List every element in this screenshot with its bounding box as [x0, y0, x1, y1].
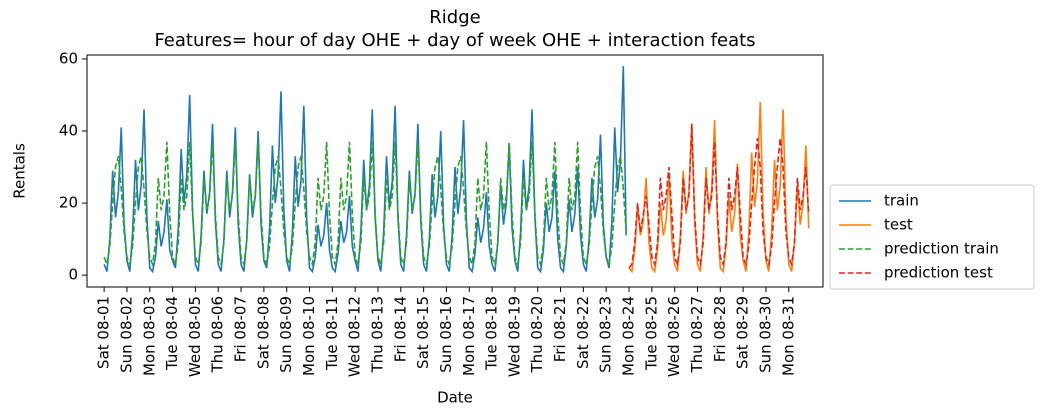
x-tick-label: Thu 08-27 [688, 296, 706, 374]
x-tick-label: Fri 08-28 [711, 296, 729, 362]
series-line [628, 123, 810, 269]
x-tick-label: Wed 08-05 [186, 296, 204, 377]
legend-label: test [884, 216, 913, 234]
chart-title: Ridge [429, 7, 480, 28]
x-tick-label: Wed 08-12 [346, 296, 364, 377]
legend-label: prediction train [884, 240, 999, 258]
x-tick-label: Wed 08-19 [505, 296, 523, 377]
legend-label: train [884, 192, 919, 210]
x-tick-label: Thu 08-13 [368, 296, 386, 374]
x-tick-label: Sat 08-01 [95, 296, 113, 369]
y-tick-label: 0 [68, 266, 78, 284]
x-tick-label: Fri 08-07 [232, 296, 250, 362]
x-tick-label: Sat 08-29 [734, 296, 752, 369]
x-tick-label: Mon 08-31 [779, 296, 797, 376]
x-tick-label: Mon 08-17 [460, 296, 478, 376]
legend-box [829, 184, 1035, 290]
x-tick-label: Sun 08-09 [277, 296, 295, 373]
x-tick-label: Mon 08-24 [620, 296, 638, 376]
x-tick-label: Tue 08-18 [483, 296, 501, 371]
x-tick-label: Tue 08-04 [163, 296, 181, 371]
x-tick-label: Wed 08-26 [665, 296, 683, 377]
series-line [103, 141, 627, 268]
x-tick-label: Thu 08-20 [528, 296, 546, 374]
x-tick-label: Sun 08-23 [597, 296, 615, 373]
x-tick-label: Sat 08-22 [574, 296, 592, 369]
x-tick-label: Fri 08-14 [391, 296, 409, 362]
legend-label: prediction test [884, 264, 993, 282]
y-axis-label: Rentals [11, 143, 29, 199]
x-tick-label: Fri 08-21 [551, 296, 569, 362]
x-axis-label: Date [437, 389, 473, 407]
y-tick-label: 60 [59, 49, 78, 67]
x-tick-label: Mon 08-10 [300, 296, 318, 376]
x-tick-label: Thu 08-06 [209, 296, 227, 374]
x-tick-label: Mon 08-03 [140, 296, 158, 376]
y-tick-label: 20 [59, 194, 78, 212]
chart-subtitle: Features= hour of day OHE + day of week … [154, 30, 755, 51]
series-line [103, 66, 627, 274]
series-line [628, 102, 810, 274]
x-tick-label: Tue 08-11 [323, 296, 341, 371]
plot-frame [86, 54, 824, 288]
x-tick-label: Sat 08-15 [414, 296, 432, 369]
x-tick-label: Sat 08-08 [254, 296, 272, 369]
y-tick-label: 40 [59, 122, 78, 140]
x-tick-label: Sun 08-16 [437, 296, 455, 373]
x-tick-label: Tue 08-25 [642, 296, 660, 371]
x-tick-label: Sun 08-30 [756, 296, 774, 373]
x-tick-label: Sun 08-02 [117, 296, 135, 373]
legend: train test prediction train prediction test [829, 184, 1035, 290]
